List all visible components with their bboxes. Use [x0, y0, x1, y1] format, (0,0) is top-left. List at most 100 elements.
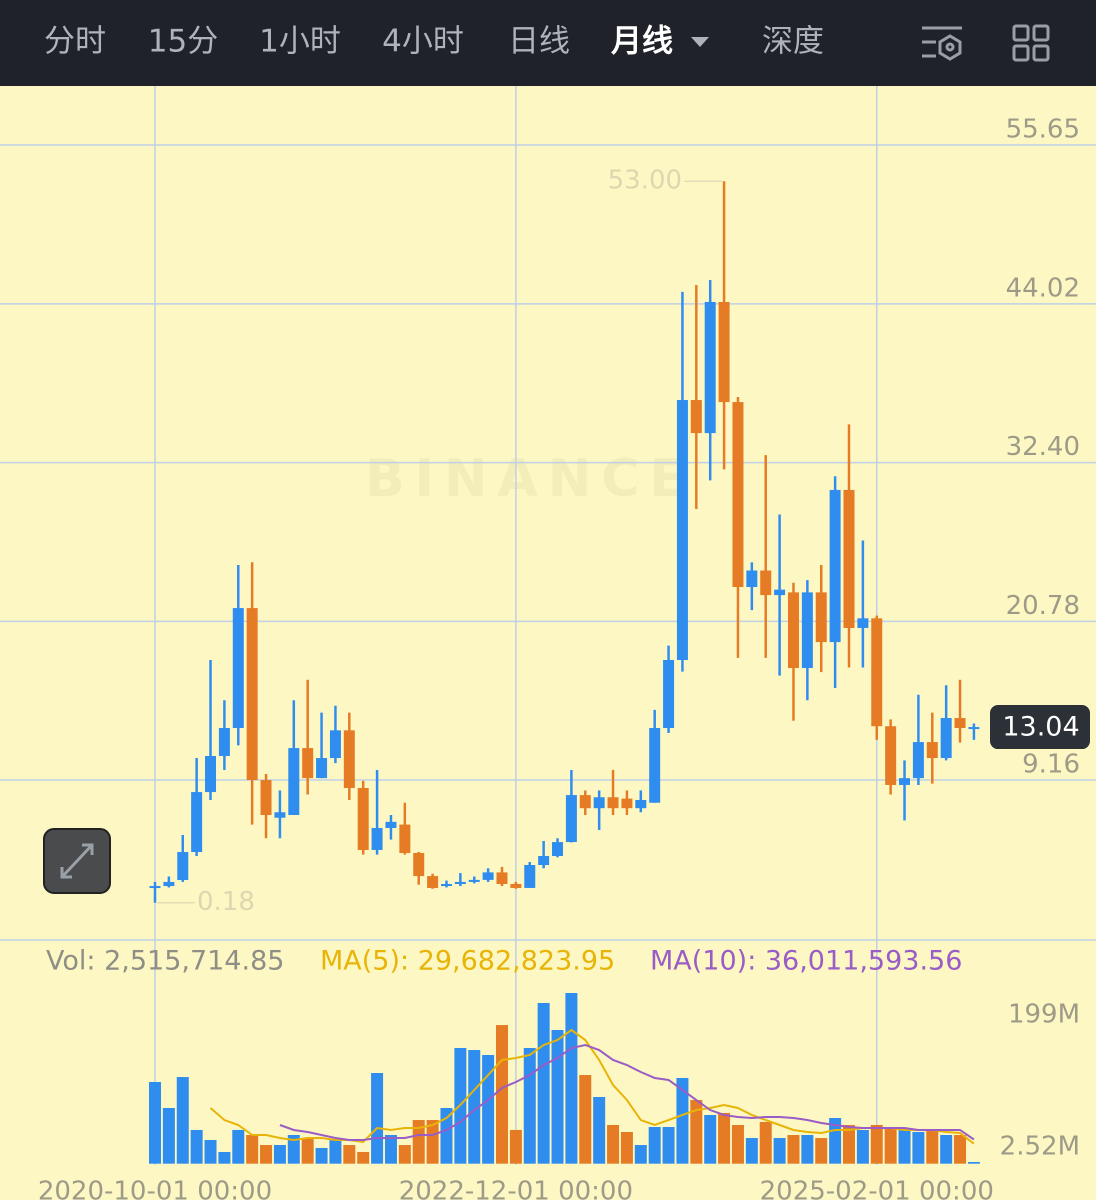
candle-body: [468, 879, 480, 882]
tab[interactable]: 15分: [148, 24, 218, 60]
indicator-settings-icon[interactable]: [922, 26, 962, 61]
candle-body: [926, 742, 938, 759]
volume-bar: [884, 1128, 897, 1164]
candle-body: [260, 780, 272, 816]
candle-body: [510, 883, 522, 888]
candle-body: [899, 778, 911, 785]
candle-body: [454, 881, 466, 884]
tab[interactable]: 1小时: [259, 24, 341, 60]
volume-bar: [745, 1138, 758, 1164]
volume-bar: [954, 1135, 967, 1164]
candle-body: [885, 726, 897, 785]
toolbar: [0, 0, 1096, 86]
candle-body: [565, 795, 577, 843]
layout-icon[interactable]: [1012, 24, 1050, 62]
volume-bar: [246, 1135, 259, 1164]
volume-bar: [676, 1077, 689, 1164]
candle-body: [704, 301, 716, 434]
volume-bar: [440, 1108, 453, 1164]
x-tick-label: 2025-02-01 00:00: [760, 1177, 994, 1200]
candle-body: [385, 821, 397, 828]
legend-entry: MA(5): 29,682,823.95: [320, 946, 615, 977]
max-price-label: 53.00: [608, 166, 682, 196]
volume-bar: [287, 1135, 300, 1164]
candle-body: [232, 608, 244, 729]
volume-bar: [329, 1139, 342, 1164]
volume-bar: [801, 1135, 814, 1164]
candle-body: [774, 589, 786, 596]
volume-bar: [523, 1048, 536, 1164]
candle-body: [191, 792, 203, 853]
volume-bar: [371, 1073, 384, 1164]
plot: 55.65 44.02 32.40 20.78 9.16 2020-10-01 00:00…: [0, 86, 1096, 1200]
candle-body: [496, 872, 508, 884]
candle-body: [954, 718, 966, 729]
volume-bar: [718, 1112, 731, 1164]
candle-body: [635, 799, 647, 809]
volume-bar: [149, 1082, 161, 1164]
x-tick-label: 2022-12-01 00:00: [399, 1177, 633, 1200]
legend-entry: MA(10): 36,011,593.56: [650, 946, 962, 977]
fullscreen-button[interactable]: [43, 828, 111, 894]
volume-bar: [620, 1131, 633, 1164]
candle-body: [940, 718, 952, 759]
volume-bar: [843, 1124, 855, 1164]
candle-body: [482, 872, 494, 880]
tab[interactable]: 分时: [44, 24, 106, 60]
candle-body: [288, 748, 300, 816]
volume-bar: [912, 1131, 925, 1164]
legend-entry: Vol: 2,515,714.85: [46, 946, 284, 977]
candle-body: [871, 618, 883, 727]
volume-bar: [273, 1145, 286, 1164]
volume-bar: [343, 1145, 356, 1164]
volume-bar: [426, 1120, 439, 1164]
candle-body: [177, 852, 189, 881]
candle-body: [912, 742, 924, 779]
volume-bar: [787, 1135, 800, 1164]
volume-bar: [496, 1025, 508, 1164]
volume-bar: [384, 1135, 397, 1164]
candle-body: [246, 608, 258, 781]
candle-body: [205, 756, 217, 793]
tab[interactable]: 月线: [611, 24, 673, 60]
volume-bar: [482, 1054, 495, 1164]
volume-bar: [856, 1129, 869, 1164]
candle-body: [760, 570, 772, 596]
candle-body: [579, 795, 591, 809]
volume-bar: [301, 1138, 314, 1164]
candle-body: [968, 727, 980, 730]
volume-bar: [634, 1145, 647, 1164]
volume-bar: [773, 1138, 786, 1164]
candle-body: [538, 855, 550, 866]
x-tick-label: 2020-10-01 00:00: [38, 1177, 272, 1200]
tab[interactable]: 日线: [508, 24, 570, 60]
candle-body: [593, 797, 605, 809]
volume-bar: [607, 1124, 620, 1164]
last-price-label: 13.04: [1002, 712, 1079, 743]
dropdown-arrow: [691, 37, 709, 47]
candle-body: [371, 827, 383, 850]
candle-body: [787, 592, 799, 669]
tab[interactable]: 深度: [762, 24, 824, 60]
candle-body: [427, 876, 439, 888]
candle-body: [829, 489, 841, 643]
candle-body: [163, 881, 175, 887]
y-tick-label: 199M: [1008, 1000, 1080, 1030]
volume-bar: [870, 1124, 883, 1164]
volume-bar: [412, 1120, 425, 1164]
last-price-box: [990, 705, 1090, 750]
candle-body: [676, 400, 688, 660]
tab[interactable]: 4小时: [382, 24, 464, 60]
candle-body: [843, 489, 855, 629]
volume-bar: [551, 1030, 564, 1164]
candle-body: [316, 758, 328, 779]
candle-body: [218, 728, 230, 757]
candle-body: [149, 886, 161, 889]
ma-line: [279, 1043, 975, 1141]
ma-line: [209, 1028, 975, 1145]
volume-bar: [579, 1075, 592, 1164]
volume-bar: [593, 1096, 606, 1164]
volume-bar: [176, 1077, 189, 1164]
